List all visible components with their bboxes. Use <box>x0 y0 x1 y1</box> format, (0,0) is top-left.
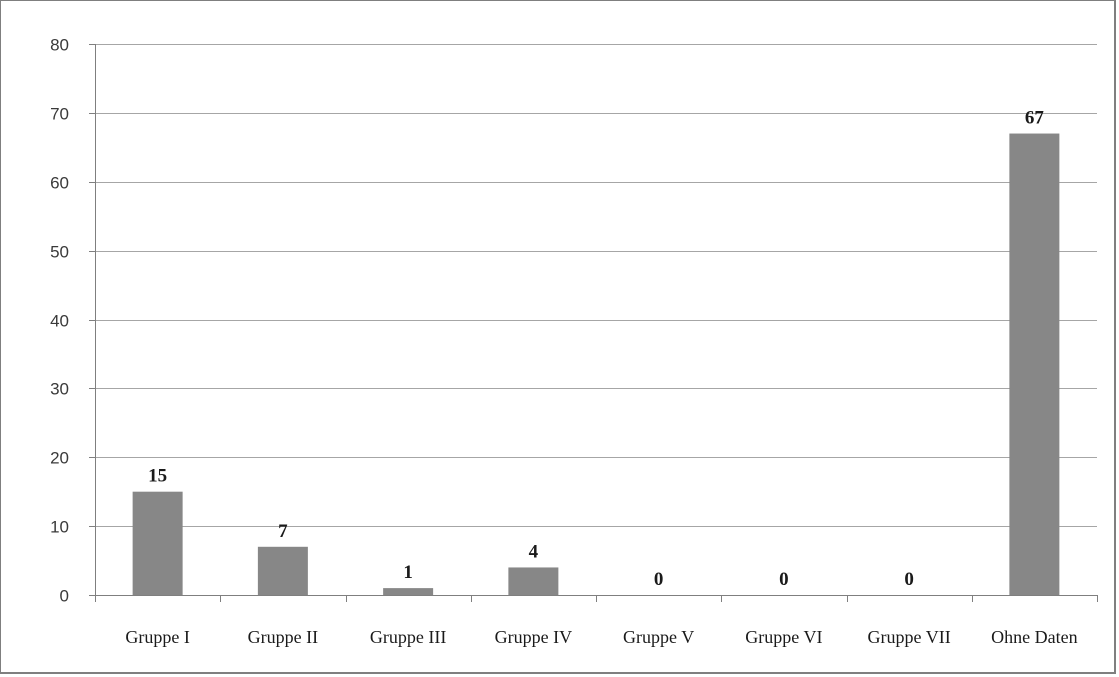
y-tick-label: 10 <box>50 518 69 537</box>
gridlines <box>95 44 1097 527</box>
data-label: 0 <box>779 569 789 590</box>
data-label: 67 <box>1025 108 1045 129</box>
data-label: 7 <box>278 521 288 542</box>
bar <box>1009 133 1060 595</box>
x-tick-label: Gruppe V <box>623 627 694 647</box>
bar <box>132 491 183 595</box>
y-tick-label: 40 <box>50 312 69 331</box>
data-label: 15 <box>148 466 167 487</box>
bar <box>383 588 434 595</box>
y-tick-label: 50 <box>50 243 69 262</box>
data-label: 4 <box>529 541 539 562</box>
x-tick-label: Gruppe II <box>248 627 318 647</box>
bar <box>508 567 559 595</box>
x-tick-label: Gruppe VII <box>868 627 951 647</box>
x-tick-label: Ohne Daten <box>991 627 1077 647</box>
x-axis-tick-labels: Gruppe I Gruppe II Gruppe III Gruppe IV Grup… <box>125 627 1077 647</box>
y-axis-tick-labels: 0 10 20 30 40 50 60 70 80 <box>50 36 69 606</box>
y-tick-label: 30 <box>50 380 69 399</box>
y-tick-label: 20 <box>50 449 69 468</box>
x-tick-label: Gruppe I <box>125 627 189 647</box>
bar <box>257 546 308 595</box>
data-label: 0 <box>654 569 664 590</box>
data-label: 1 <box>403 562 413 583</box>
y-tick-label: 0 <box>60 587 69 606</box>
y-tick-label: 80 <box>50 36 69 55</box>
data-label: 0 <box>904 569 914 590</box>
axes <box>89 44 1098 602</box>
data-labels: 15 7 1 4 0 0 0 67 <box>148 108 1044 590</box>
x-tick-label: Gruppe VI <box>745 627 822 647</box>
bars <box>132 133 1060 595</box>
y-tick-label: 70 <box>50 105 69 124</box>
x-tick-label: Gruppe IV <box>495 627 572 647</box>
x-tick-label: Gruppe III <box>370 627 446 647</box>
y-tick-label: 60 <box>50 174 69 193</box>
